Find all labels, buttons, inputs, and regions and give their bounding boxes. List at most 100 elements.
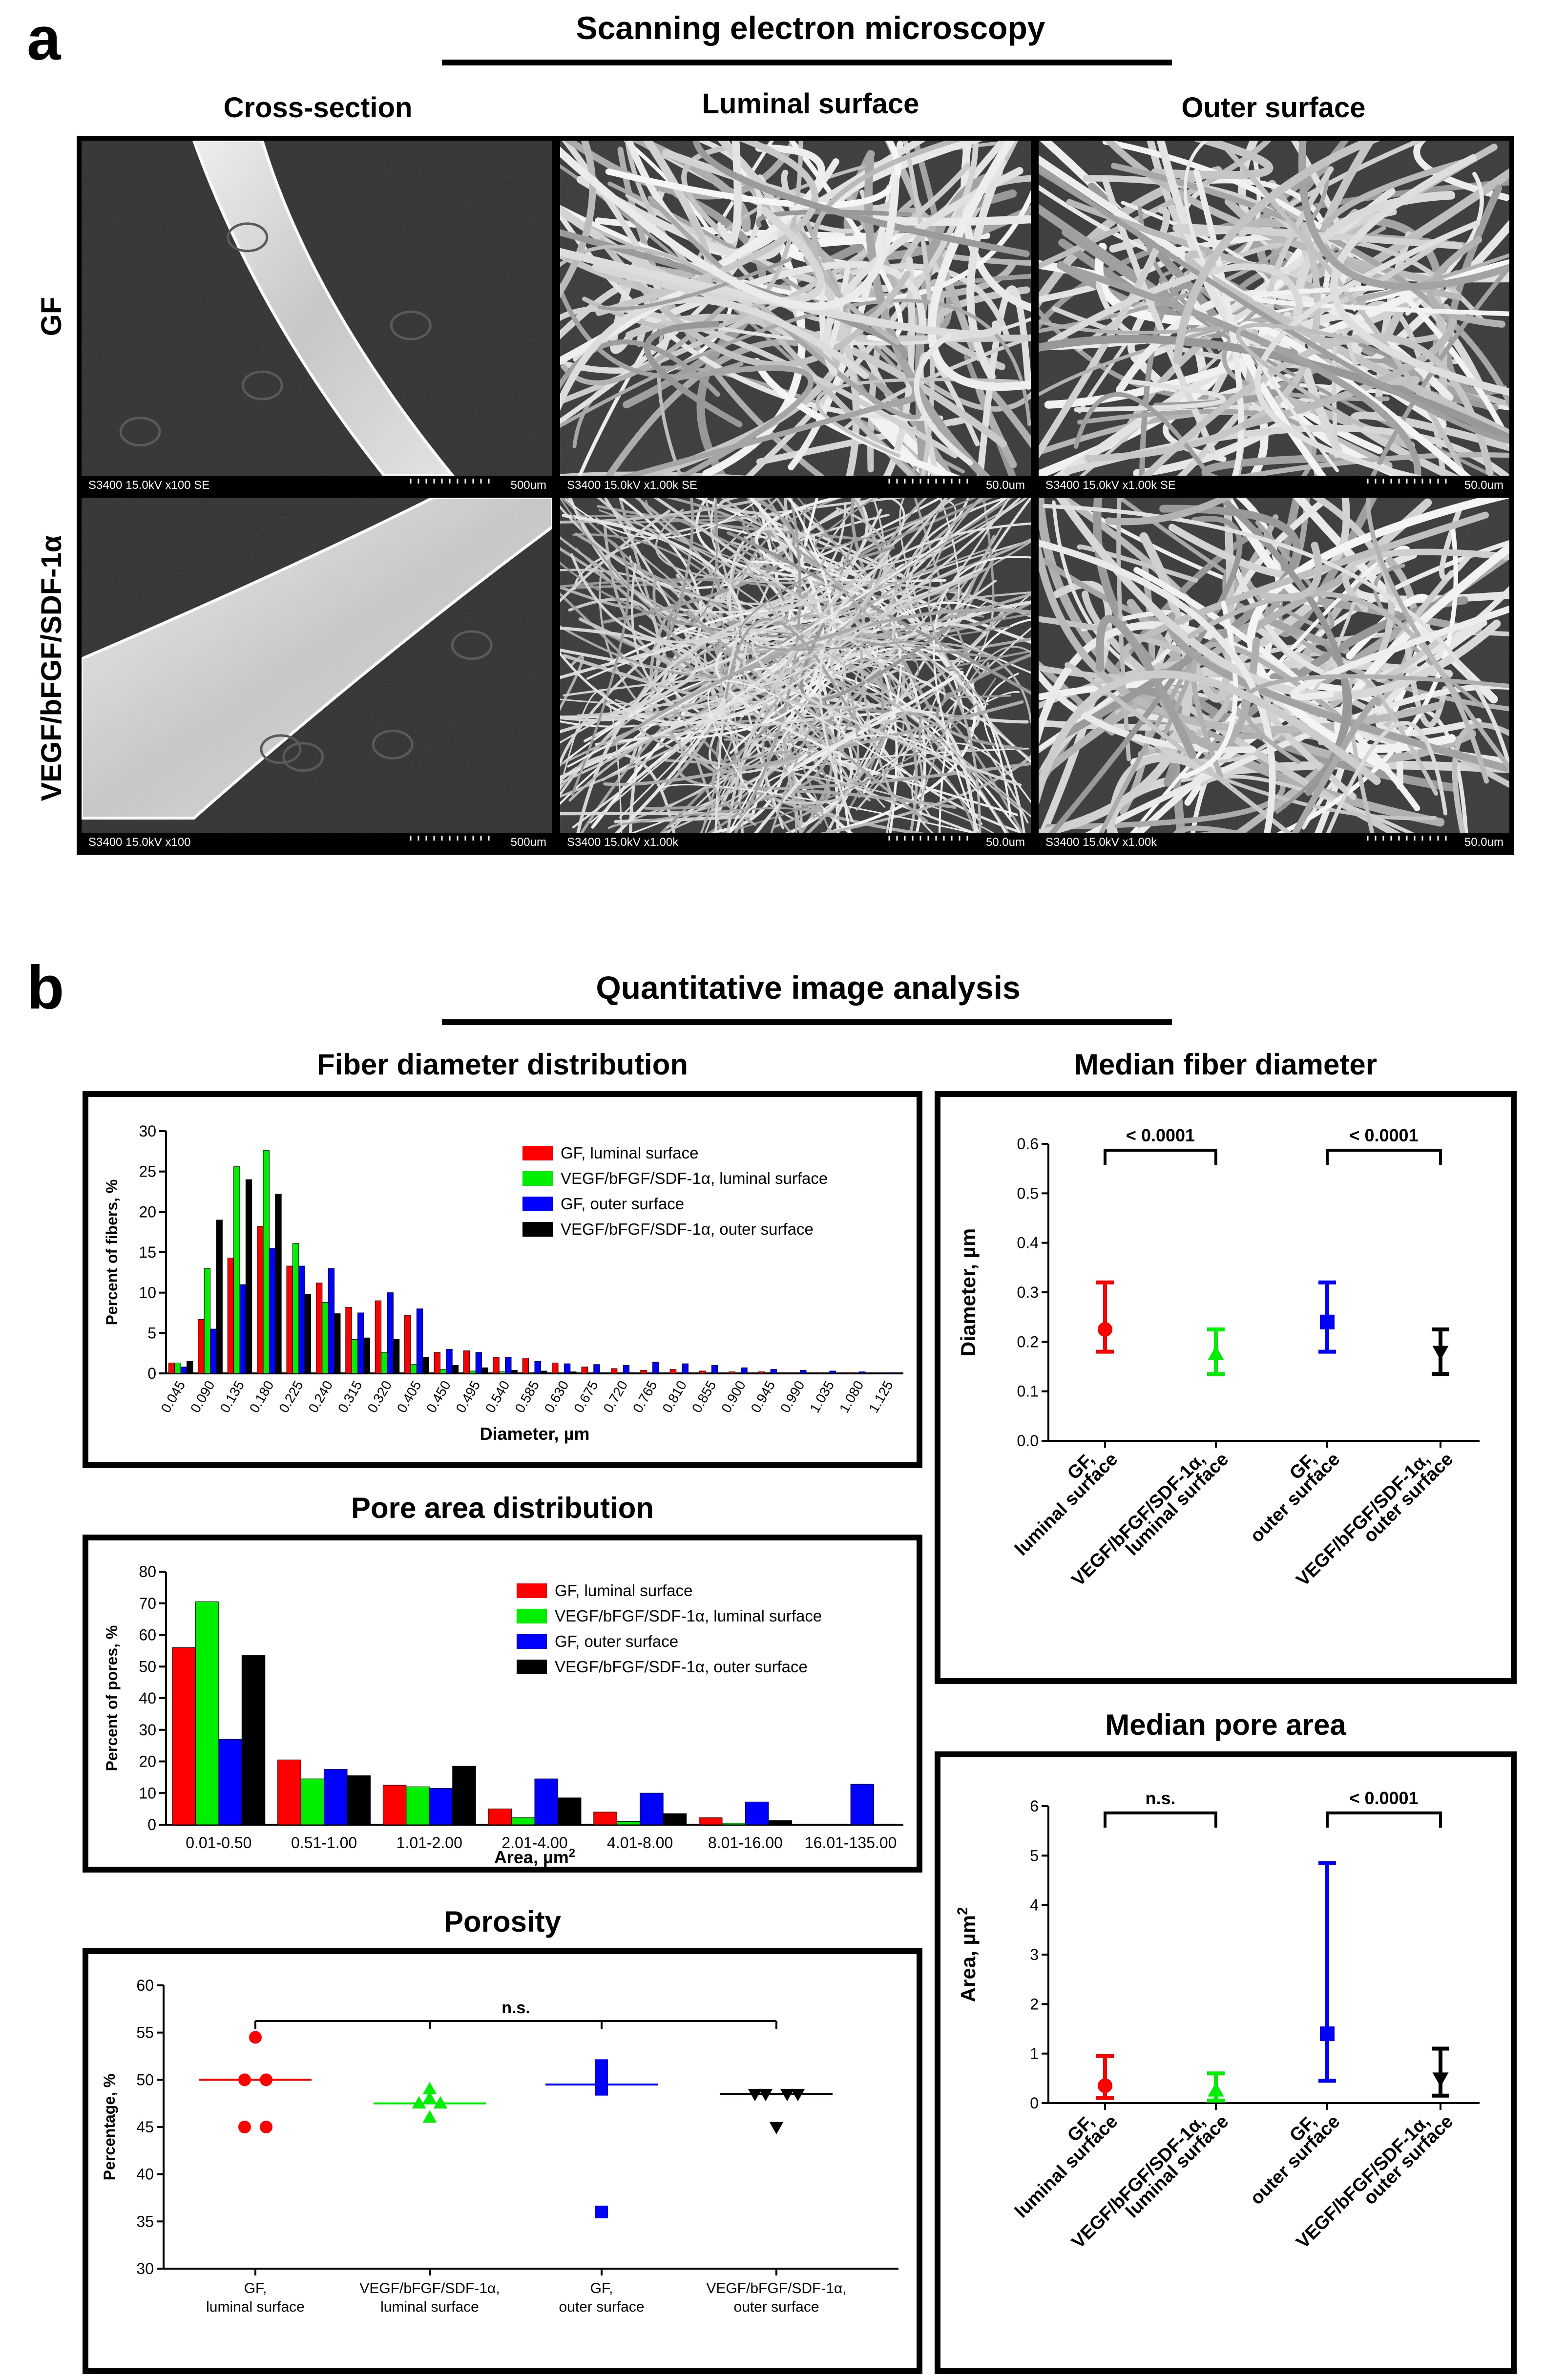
marker-triangle-down [1432, 2072, 1449, 2087]
bar-vegf-bfgf-sdf-1-outer-surface-8-01-16-00 [768, 1820, 792, 1825]
bar-vegf-bfgf-sdf-1-outer-surface-0-180 [275, 1194, 282, 1374]
bar-gf-outer-surface-0-225 [298, 1265, 305, 1374]
y-tick-label: 0.4 [1017, 1234, 1039, 1252]
bar-vegf-bfgf-sdf-1-outer-surface-1-01-2-00 [452, 1766, 476, 1825]
bar-vegf-bfgf-sdf-1-outer-surface-0-090 [216, 1220, 223, 1374]
bar-vegf-bfgf-sdf-1-outer-surface-0-01-0-50 [241, 1655, 266, 1825]
bar-vegf-bfgf-sdf-1-luminal-surface-0-180 [263, 1150, 270, 1374]
bar-vegf-bfgf-sdf-1-outer-surface-0-540 [511, 1369, 518, 1374]
micrograph-image [82, 498, 552, 833]
y-tick-label: 30 [139, 1122, 156, 1140]
bar-gf-luminal-surface-0-240 [315, 1283, 323, 1374]
x-axis-label: Area, µm2 [494, 1847, 575, 1868]
bar-vegf-bfgf-sdf-1-luminal-surface-0-045 [174, 1363, 181, 1374]
bar-gf-outer-surface-0-900 [741, 1367, 748, 1374]
bar-vegf-bfgf-sdf-1-outer-surface-0-450 [452, 1365, 459, 1374]
x-tick-label: 0.990 [777, 1378, 808, 1415]
y-tick-label: 15 [139, 1243, 156, 1261]
significance-bracket [1326, 1811, 1442, 1828]
marker-triangle-up [422, 2082, 437, 2095]
bar-gf-outer-surface-16-01-135-00 [850, 1784, 875, 1825]
marker-triangle-down [791, 2088, 805, 2102]
significance-label: n.s. [1145, 1788, 1175, 1808]
bar-gf-outer-surface-0-495 [475, 1352, 482, 1374]
bar-gf-outer-surface-2-01-4-00 [534, 1778, 558, 1825]
micrograph-image [82, 141, 552, 476]
debris-mark [390, 310, 432, 340]
marker-square [595, 2059, 608, 2072]
micrograph-image [560, 498, 1031, 833]
bar-gf-luminal-surface-0-225 [286, 1265, 293, 1374]
row-label-vegf: VEGF/bFGF/SDF-1α [36, 535, 67, 801]
legend-entry-vegf-bfgf-sdf-1-outer-surface: VEGF/bFGF/SDF-1α, outer surface [555, 1658, 808, 1676]
x-tick-label: 1.01-2.00 [397, 1834, 462, 1852]
chart-title: Median fiber diameter [1074, 1048, 1377, 1081]
micrograph-texture [560, 498, 1031, 833]
chart-frame [935, 1751, 1517, 2374]
bar-vegf-bfgf-sdf-1-outer-surface-0-675 [599, 1372, 606, 1374]
y-tick-label: 55 [136, 2024, 154, 2042]
x-tick-label: 8.01-16.00 [708, 1834, 783, 1852]
significance-label: < 0.0001 [1349, 1788, 1418, 1808]
x-tick-label: 0.945 [748, 1378, 778, 1415]
x-tick-label: 0.090 [188, 1378, 218, 1415]
micrograph-scale-label: 50.0um [986, 836, 1025, 849]
y-axis-label: Diameter, µm [957, 1228, 980, 1356]
x-tick-label-line1: GF, [590, 2280, 613, 2296]
bar-vegf-bfgf-sdf-1-outer-surface-0-495 [481, 1367, 488, 1374]
micrograph-caption: S3400 15.0kV x100 SE [88, 479, 209, 492]
marker-triangle-down [780, 2088, 794, 2102]
marker-square [595, 2083, 608, 2096]
x-tick-label: 0.855 [689, 1378, 719, 1415]
x-tick-label-line1: VEGF/bFGF/SDF-1α, [359, 2280, 500, 2296]
x-tick-label: 1.125 [866, 1378, 896, 1415]
y-axis-label: Area, µm2 [955, 1907, 980, 2002]
bar-vegf-bfgf-sdf-1-outer-surface-2-01-4-00 [557, 1797, 582, 1825]
bar-gf-luminal-surface-1-035 [817, 1372, 824, 1374]
bar-vegf-bfgf-sdf-1-outer-surface-0-225 [304, 1294, 312, 1374]
legend-swatch-vegf-bfgf-sdf-1-luminal-surface [517, 1609, 547, 1623]
marker-triangle-up [422, 2110, 437, 2123]
micrograph-caption: S3400 15.0kV x1.00k SE [1045, 479, 1176, 492]
x-tick-label-line1: VEGF/bFGF/SDF-1α, [706, 2280, 846, 2296]
y-tick-label: 60 [139, 1626, 156, 1644]
chart-title: Fiber diameter distribution [317, 1048, 688, 1081]
bar-gf-luminal-surface-0-180 [257, 1226, 264, 1374]
bar-gf-outer-surface-4-01-8-00 [640, 1792, 664, 1825]
bar-gf-outer-surface-8-01-16-00 [745, 1801, 769, 1825]
x-tick-label-line2: luminal surface [1122, 1449, 1233, 1560]
micrograph-image [1039, 498, 1509, 833]
panel-b-letter: b [27, 954, 64, 1022]
micrograph-gf-outer-surface: S3400 15.0kV x1.00k SE 50.0um [1039, 141, 1509, 493]
marker-triangle-down [769, 2122, 784, 2134]
significance-bracket [1104, 1149, 1217, 1165]
micrograph-scale-label: 50.0um [1464, 836, 1503, 849]
marker-square [1320, 2026, 1335, 2042]
legend-entry-vegf-bfgf-sdf-1-luminal-surface: VEGF/bFGF/SDF-1α, luminal surface [555, 1607, 822, 1625]
bar-vegf-bfgf-sdf-1-outer-surface-0-320 [393, 1339, 400, 1374]
x-tick-label: 0.51-1.00 [291, 1834, 357, 1852]
legend-swatch-gf-outer-surface [517, 1634, 547, 1649]
chart-median-fiber-diameter: Median fiber diameter 0.0 0.1 0.2 0.3 0.4 0.5 0… [935, 1048, 1517, 1684]
bar-vegf-bfgf-sdf-1-outer-surface-0-585 [540, 1370, 547, 1374]
bar-gf-outer-surface-0-540 [505, 1357, 512, 1374]
y-tick-label: 50 [136, 2071, 154, 2088]
y-tick-label: 5 [147, 1324, 156, 1342]
chart-title: Median pore area [1105, 1708, 1346, 1741]
bar-gf-outer-surface-1-01-2-00 [429, 1788, 453, 1825]
x-tick-label-line2: outer surface [733, 2299, 819, 2315]
legend-entry-gf-outer-surface: GF, outer surface [555, 1632, 678, 1650]
y-tick-label: 10 [139, 1784, 156, 1802]
bar-vegf-bfgf-sdf-1-outer-surface-0-315 [363, 1337, 370, 1374]
y-tick-label: 80 [139, 1563, 156, 1580]
marker-triangle-down [1432, 1346, 1449, 1360]
bar-gf-outer-surface-0-630 [564, 1363, 571, 1374]
micrograph-scale-label: 50.0um [1464, 479, 1503, 492]
bar-vegf-bfgf-sdf-1-luminal-surface-0-315 [351, 1339, 358, 1374]
bar-gf-outer-surface-0-855 [711, 1365, 718, 1374]
legend-entry-vegf-bfgf-sdf-1-outer-surface: VEGF/bFGF/SDF-1α, outer surface [561, 1220, 814, 1238]
micrograph-caption: S3400 15.0kV x100 [88, 836, 191, 849]
x-axis-label: Diameter, µm [480, 1424, 590, 1444]
chart-frame [83, 1948, 922, 2374]
